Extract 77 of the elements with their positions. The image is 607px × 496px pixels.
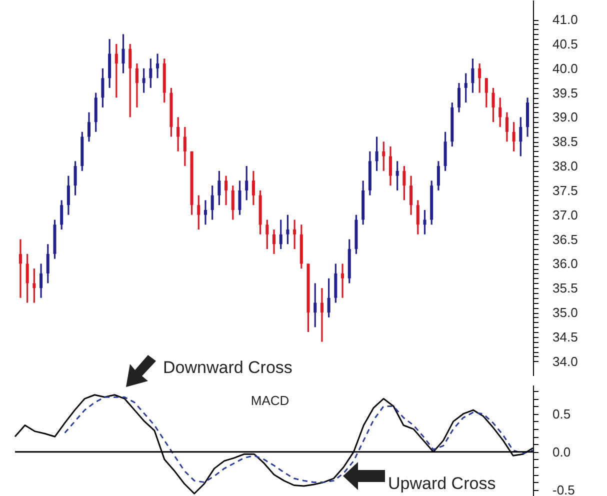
candlestick [149, 58, 152, 89]
y-tick-label: 40.0 [552, 60, 578, 76]
candlestick [314, 282, 317, 328]
y-tick-label: 36.5 [552, 232, 578, 247]
candlestick [458, 82, 460, 114]
candlestick [293, 218, 296, 250]
y-tick-label: 37.0 [552, 207, 578, 222]
candlestick [484, 77, 488, 108]
candlestick [32, 268, 36, 304]
y-tick-label: -0.5 [552, 482, 575, 496]
candlestick [272, 228, 276, 255]
candlestick [423, 209, 426, 236]
y-tick-label: 34.0 [552, 354, 578, 369]
candlestick [396, 160, 399, 192]
candlestick [478, 62, 482, 94]
candlestick [210, 184, 214, 221]
candlestick [375, 136, 378, 172]
text: MACD [250, 393, 290, 408]
candlestick [245, 165, 248, 202]
candlestick [512, 121, 516, 152]
candlestick [402, 165, 406, 202]
candlestick [382, 140, 386, 172]
candlestick [18, 238, 22, 299]
annotation: Downward Cross [163, 358, 292, 377]
y-tick-label: 0.0 [552, 444, 571, 460]
candlestick [498, 96, 502, 128]
candlestick [142, 68, 146, 94]
y-tick-label: 36.0 [552, 256, 578, 272]
y-tick-label: 38.5 [552, 134, 578, 150]
candlestick [204, 199, 207, 226]
y-tick-label: 38.0 [552, 158, 578, 174]
candlestick [410, 174, 413, 216]
y-tick-label: 34.5 [552, 329, 578, 344]
y-tick-label: 37.5 [552, 182, 578, 198]
candlestick [40, 262, 43, 299]
candlestick [266, 218, 269, 250]
candlestick [416, 199, 420, 236]
candlestick [231, 184, 234, 221]
candlestick [279, 218, 282, 250]
y-tick-label: 39.5 [552, 85, 578, 100]
y-tick-label: 0.5 [552, 406, 571, 422]
candlestick [197, 194, 200, 230]
candlestick [101, 68, 104, 108]
candlestick [46, 243, 50, 284]
candlestick [128, 43, 132, 118]
candlestick [238, 180, 242, 216]
candlestick [88, 112, 90, 142]
candlestick [464, 72, 468, 104]
candlestick [114, 43, 118, 98]
candlestick [122, 33, 125, 74]
annotation: Upward Cross [388, 474, 496, 493]
candlestick [341, 262, 344, 299]
candlestick [26, 253, 29, 304]
candlestick [183, 126, 186, 167]
candlestick [492, 87, 495, 123]
candlestick [388, 146, 392, 186]
candlestick [519, 116, 522, 158]
candlestick [286, 214, 290, 245]
candlestick [66, 174, 70, 216]
candlestick [224, 174, 228, 206]
candlestick [74, 160, 77, 196]
candlestick [218, 170, 221, 206]
y-tick-label: 35.0 [552, 305, 578, 320]
y-tick-label: 35.5 [552, 280, 578, 296]
y-tick-label: 40.5 [552, 36, 578, 52]
y-tick-label: 41.0 [552, 12, 578, 28]
candlestick [60, 199, 64, 230]
y-tick-label: 39.0 [552, 110, 578, 125]
candlestick [320, 287, 324, 343]
candlestick [505, 112, 508, 142]
candlestick [135, 62, 138, 108]
candlestick [327, 278, 330, 318]
candlestick [471, 58, 474, 94]
candlestick [176, 116, 180, 152]
candlestick [156, 52, 160, 79]
candlestick [252, 170, 255, 206]
candlestick [436, 160, 440, 192]
